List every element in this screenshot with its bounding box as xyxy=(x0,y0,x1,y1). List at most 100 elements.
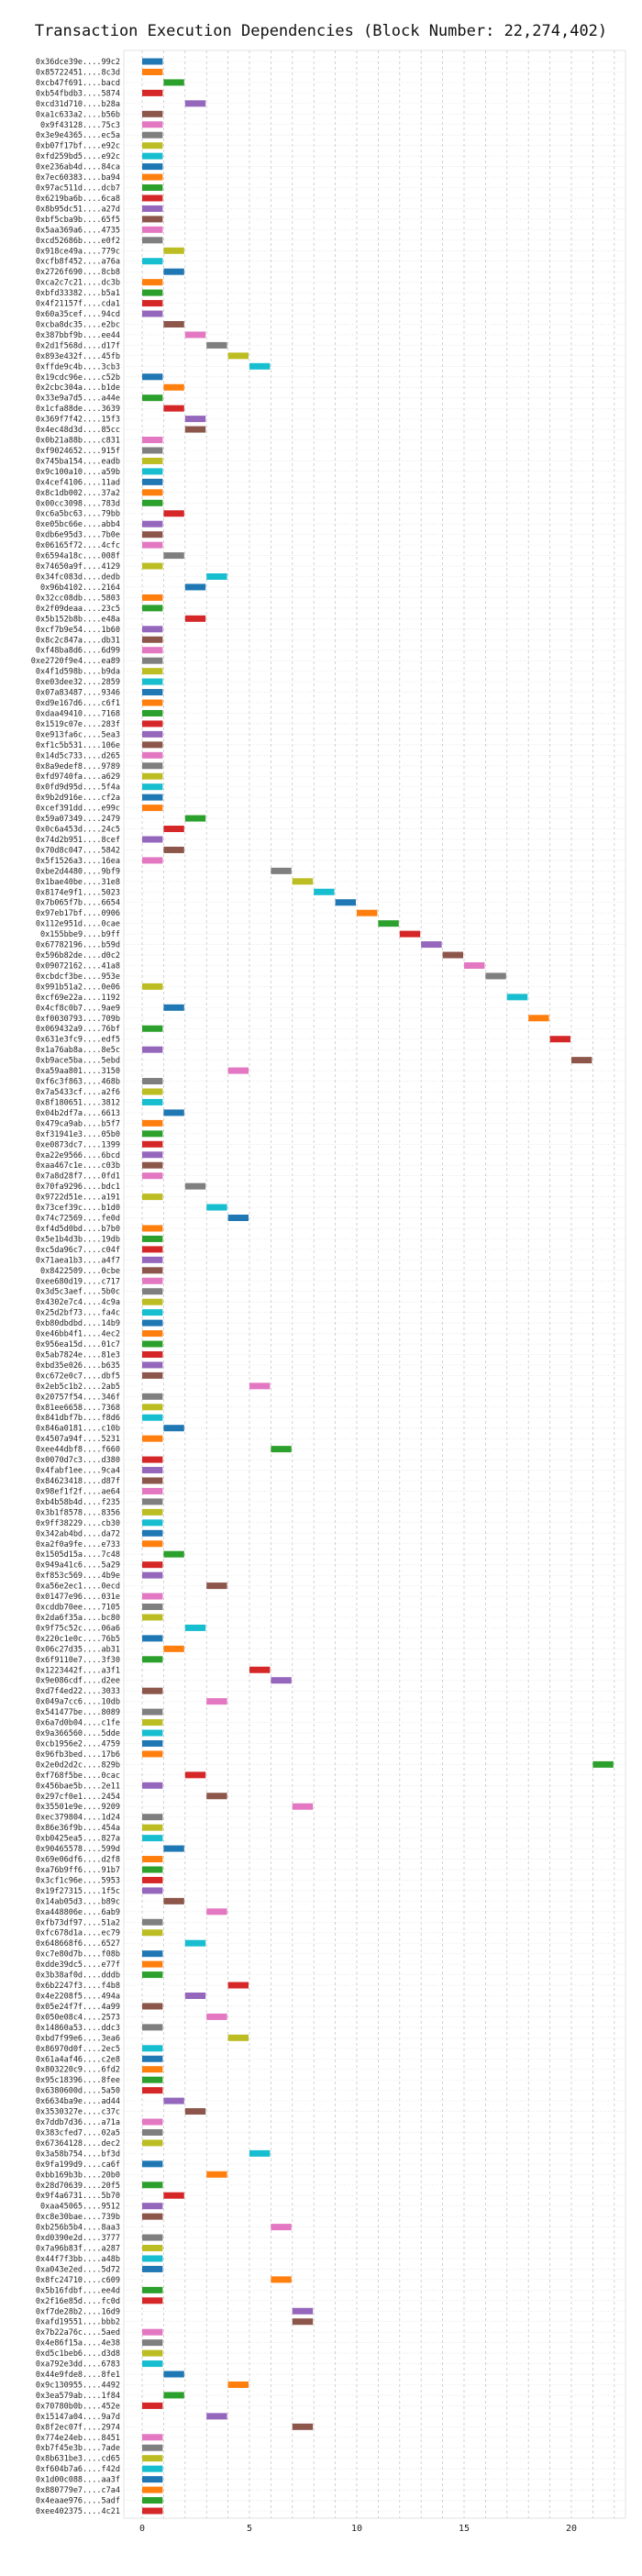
transaction-bar xyxy=(163,2392,184,2399)
transaction-label: 0xcba8dc35....e2bc xyxy=(36,320,120,329)
transaction-label: 0x220c1e0c....76b5 xyxy=(36,1635,120,1644)
transaction-bar xyxy=(142,121,163,128)
transaction-label: 0x34fc083d....dedb xyxy=(36,573,120,583)
transaction-bar xyxy=(249,2149,271,2157)
x-tick-label: 0 xyxy=(139,2524,145,2534)
transaction-bar xyxy=(142,499,163,506)
transaction-bar xyxy=(142,2507,163,2515)
transaction-bar xyxy=(442,951,463,959)
transaction-bar xyxy=(206,2171,227,2178)
transaction-bar xyxy=(142,1593,163,1600)
transaction-label: 0xf604b7a6....f42d xyxy=(36,2465,120,2474)
transaction-bar xyxy=(163,268,184,275)
transaction-label: 0xe46bb4f1....4ec2 xyxy=(36,1330,120,1339)
transaction-bar xyxy=(142,1950,163,1958)
transaction-bar xyxy=(184,1939,206,1947)
transaction-bar xyxy=(142,2402,163,2409)
transaction-label: 0xb80dbdbd....14b9 xyxy=(36,1319,120,1328)
transaction-label: 0x98ef1f2f....ae64 xyxy=(36,1487,120,1496)
transaction-bar xyxy=(142,1708,163,1715)
transaction-label: 0x6f9110e7....3f30 xyxy=(36,1656,120,1665)
transaction-bar xyxy=(142,1866,163,1873)
transaction-bar xyxy=(142,1046,163,1053)
transaction-bar xyxy=(399,930,421,938)
transaction-label: 0x20757f54....346f xyxy=(36,1393,120,1402)
transaction-bar xyxy=(142,1172,163,1180)
transaction-label: 0x6634ba9e....ad44 xyxy=(36,2097,120,2106)
transaction-label: 0x7ec60383....ba94 xyxy=(36,173,120,183)
transaction-label: 0x956ea15d....01c7 xyxy=(36,1340,120,1349)
transaction-label: 0x631e3fc9....edf5 xyxy=(36,1036,120,1045)
transaction-bar xyxy=(163,2097,184,2104)
transaction-bar xyxy=(142,1151,163,1159)
transaction-bar xyxy=(163,2192,184,2199)
transaction-bar xyxy=(142,720,163,727)
transaction-label: 0x67782196....b59d xyxy=(36,941,120,950)
transaction-bar xyxy=(142,1371,163,1379)
transaction-bar xyxy=(142,1140,163,1148)
transaction-label: 0xb0425ea5....827a xyxy=(36,1835,120,1844)
transaction-label: 0xd7f4ed22....3033 xyxy=(36,1687,120,1696)
transaction-label: 0x4302e7c4....4c9a xyxy=(36,1298,120,1307)
transaction-label: 0x05e24f7f....4a99 xyxy=(36,2003,120,2012)
transaction-bar xyxy=(464,961,485,969)
transaction-bar xyxy=(142,1267,163,1274)
transaction-bar xyxy=(142,783,163,791)
transaction-bar xyxy=(142,2328,163,2336)
transaction-bar xyxy=(142,1498,163,1505)
transaction-label: 0x4e86f15a....4e38 xyxy=(36,2339,120,2348)
transaction-label: 0x4eaae976....5adf xyxy=(36,2497,120,2506)
transaction-bar xyxy=(184,1183,206,1190)
transaction-label: 0xe2720f9e4....ea89 xyxy=(31,657,120,666)
transaction-bar xyxy=(142,1393,163,1400)
x-tick-label: 10 xyxy=(351,2524,362,2534)
transaction-bar xyxy=(206,1698,227,1705)
transaction-bar xyxy=(142,983,163,990)
transaction-bar xyxy=(142,300,163,307)
transaction-bar xyxy=(142,2055,163,2062)
transaction-label: 0xe03dee32....2859 xyxy=(36,678,120,687)
transaction-label: 0x33e9a7d5....a44e xyxy=(36,394,120,404)
transaction-bar xyxy=(142,205,163,212)
transaction-bar xyxy=(142,647,163,654)
transaction-label: 0x774e24eb....8451 xyxy=(36,2434,120,2443)
transaction-bar xyxy=(592,1760,614,1768)
transaction-label: 0x9722d51e....a191 xyxy=(36,1194,120,1203)
transaction-label: 0x8fc24710....c609 xyxy=(36,2276,120,2285)
transaction-label: 0x596b82de....d0c2 xyxy=(36,951,120,960)
transaction-bar xyxy=(142,836,163,843)
chart-title: Transaction Execution Dependencies (Bloc… xyxy=(35,22,607,40)
transaction-label: 0x84623418....d87f xyxy=(36,1477,120,1486)
transaction-bar xyxy=(271,2276,292,2283)
transaction-bar xyxy=(142,1571,163,1579)
transaction-label: 0x5b16fdbf....ee4d xyxy=(36,2286,120,2295)
transaction-bar xyxy=(184,815,206,822)
transaction-bar xyxy=(163,826,184,833)
transaction-label: 0x7a96b83f....a287 xyxy=(36,2245,120,2254)
transaction-bar xyxy=(142,2476,163,2483)
transaction-bar xyxy=(142,1971,163,1979)
transaction-label: 0x3e9e4365....ec5a xyxy=(36,131,120,140)
transaction-bar xyxy=(142,699,163,706)
transaction-bar xyxy=(163,79,184,86)
transaction-bar xyxy=(142,1824,163,1831)
transaction-bar xyxy=(227,1067,249,1074)
transaction-label: 0x35501e9e....9209 xyxy=(36,1803,120,1812)
transaction-label: 0x70780b0b....452e xyxy=(36,2402,120,2411)
transaction-label: 0xf853c569....4b9e xyxy=(36,1571,120,1581)
transaction-bar xyxy=(292,2318,314,2326)
transaction-label: 0x9ff38229....cb30 xyxy=(36,1519,120,1528)
transaction-bar xyxy=(163,247,184,254)
transaction-bar xyxy=(142,689,163,696)
transaction-label: 0x96b4102....2164 xyxy=(40,583,120,593)
transaction-bar xyxy=(142,173,163,181)
transaction-bar xyxy=(142,1876,163,1883)
transaction-bar xyxy=(142,1246,163,1253)
transaction-bar xyxy=(142,2234,163,2241)
transaction-bar xyxy=(142,1529,163,1537)
x-tick-label: 5 xyxy=(247,2524,252,2534)
transaction-label: 0x81ee6658....7368 xyxy=(36,1404,120,1413)
transaction-bar xyxy=(142,2255,163,2262)
transaction-label: 0x14d5c733....d265 xyxy=(36,751,120,761)
transaction-label: 0x846a0181....c10b xyxy=(36,1425,120,1434)
